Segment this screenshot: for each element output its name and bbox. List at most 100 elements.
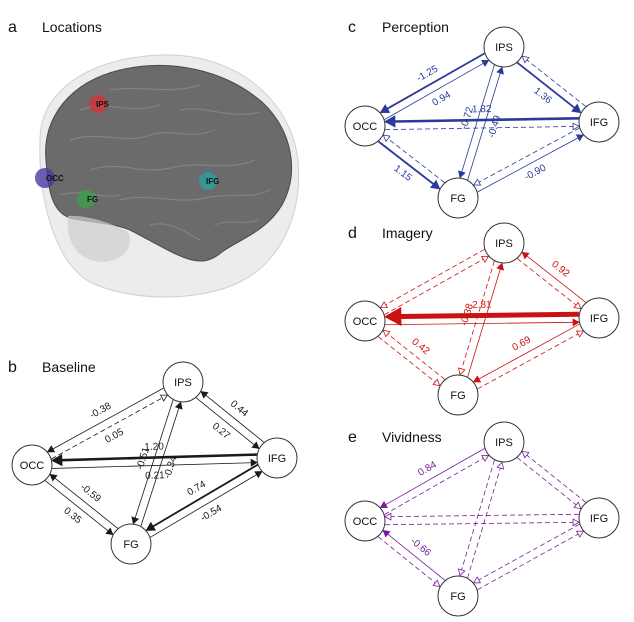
arrowhead — [379, 501, 388, 509]
brain-image: IPS OCC FG IFG — [35, 54, 300, 298]
edge-label-ips-to-occ: 0.84 — [416, 459, 439, 478]
arrowhead — [572, 318, 580, 327]
edge-line — [61, 453, 257, 462]
edge-label-ips-to-occ: -0.38 — [88, 400, 114, 421]
edge-label-occ-to-ips: 0.05 — [103, 427, 126, 446]
edge-occ-to-fg — [377, 336, 441, 387]
arrowhead — [384, 307, 402, 327]
marker-occ: OCC — [35, 168, 64, 188]
node-ifg: IFG — [256, 437, 298, 479]
edge-occ-to-ifg — [385, 518, 580, 527]
edge-line — [467, 467, 501, 579]
node-circle — [110, 523, 152, 565]
node-ips: IPS — [483, 222, 525, 264]
edge-line — [477, 137, 579, 193]
edge-line — [152, 463, 259, 528]
node-circle — [11, 444, 53, 486]
arrowhead — [575, 530, 585, 538]
arrowhead — [472, 576, 482, 584]
edge-line — [526, 454, 587, 503]
edge-line — [384, 62, 484, 120]
node-label-occ: OCC — [353, 121, 378, 133]
edge-fg-to-occ — [49, 473, 119, 529]
edge-ips-to-ifg — [516, 258, 582, 310]
marker-occ-label: OCC — [46, 174, 64, 183]
arrowhead — [572, 122, 580, 131]
edge-labels-b: -0.380.05 0.270.441.200.21-0.51 -0.340.35-… — [61, 399, 250, 527]
edge-fg-to-ips — [467, 262, 504, 378]
edge-occ-to-ips — [384, 255, 490, 316]
edge-line — [478, 523, 580, 581]
edge-line — [461, 64, 495, 173]
edge-occ-to-ips — [384, 59, 490, 120]
edge-line — [54, 477, 119, 529]
edge-fg-to-occ — [382, 329, 446, 380]
edge-line — [478, 127, 580, 183]
node-circle — [344, 105, 386, 147]
nodes-d: IPS OCC FG IFG — [344, 222, 620, 416]
edge-line — [150, 474, 257, 538]
edge-line — [140, 407, 180, 527]
edge-labels-d: 0.922.81-0.380.42 0.69 — [409, 259, 571, 358]
marker-fg-label: FG — [87, 195, 98, 204]
edge-ips-to-occ — [379, 248, 485, 309]
arrowhead — [496, 461, 505, 470]
panel-letter-a: a — [8, 19, 17, 36]
edge-line — [386, 52, 486, 110]
edge-line — [516, 258, 577, 306]
edge-line — [384, 258, 484, 316]
edge-label-occ-to-ifg: 0.21 — [145, 470, 165, 482]
edges-b — [44, 387, 265, 538]
edge-label-fg-to-ifg: -0.54 — [199, 503, 225, 524]
arrowhead — [250, 458, 258, 467]
arrowhead — [573, 501, 582, 510]
arrowhead — [200, 390, 209, 399]
edge-ifg-to-ips — [521, 55, 587, 107]
edge-line — [526, 255, 587, 303]
arrowhead — [575, 330, 585, 338]
node-occ: OCC — [344, 300, 386, 342]
edge-occ-to-ips — [51, 394, 169, 460]
panel-e: e Vividness IPS OCC FG IFG 0.84 -0.66 — [344, 421, 620, 617]
node-label-ips: IPS — [495, 42, 513, 54]
edge-line — [385, 321, 574, 326]
edge-labels-e: 0.84 -0.66 — [408, 459, 439, 559]
arrowhead — [382, 529, 391, 538]
arrowhead — [429, 179, 441, 190]
node-circle — [483, 26, 525, 68]
arrowhead — [457, 568, 466, 577]
edge-line — [385, 521, 574, 526]
node-circle — [578, 497, 620, 539]
node-label-fg: FG — [450, 591, 465, 603]
arrowhead — [382, 329, 391, 338]
nodes-c: IPS OCC FG IFG — [344, 26, 620, 219]
arrowhead — [472, 375, 482, 383]
arrowhead — [254, 471, 263, 479]
node-circle — [344, 300, 386, 342]
node-occ: OCC — [344, 105, 386, 147]
edge-line — [467, 268, 501, 378]
edge-fg-to-occ — [382, 134, 445, 183]
edge-occ-to-fg — [377, 536, 441, 588]
arrowhead — [432, 579, 441, 588]
cortex-sulci — [59, 84, 271, 241]
edge-fg-to-occ — [382, 529, 446, 581]
network-vividness: IPS OCC FG IFG 0.84 -0.66 — [344, 421, 620, 617]
arrowhead — [571, 103, 582, 114]
edge-occ-to-fg — [44, 480, 114, 536]
node-ips: IPS — [483, 421, 525, 463]
node-circle — [437, 575, 479, 617]
edge-line — [461, 459, 495, 571]
edge-ifg-to-ips — [521, 251, 587, 303]
arrowhead — [496, 262, 504, 271]
arrowhead — [51, 453, 63, 467]
node-label-ifg: IFG — [268, 453, 286, 465]
edge-line — [516, 457, 577, 506]
edge-label-fg-to-ips: -0.49 — [486, 114, 503, 139]
panel-title-perception: Perception — [382, 19, 449, 35]
node-label-fg: FG — [450, 193, 465, 205]
node-label-occ: OCC — [20, 460, 45, 472]
edge-label-ifg-to-occ: 1.82 — [472, 104, 492, 115]
